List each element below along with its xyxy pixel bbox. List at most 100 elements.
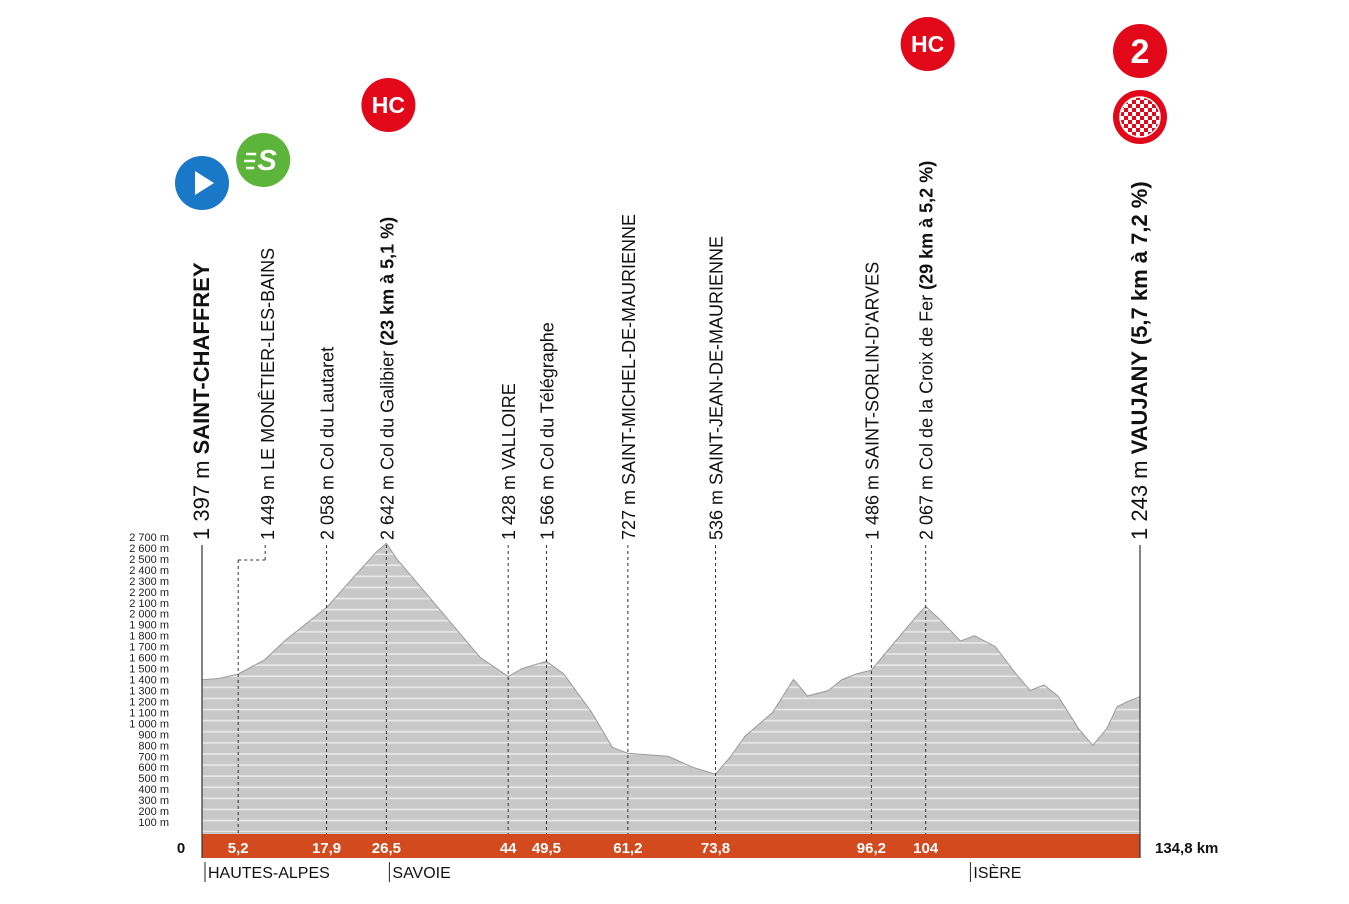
waypoint-altitude: 2 058 m <box>318 470 338 540</box>
region-label: HAUTES-ALPES <box>208 865 330 882</box>
waypoint-label: 1 486 m SAINT-SORLIN-D'ARVES <box>862 262 882 540</box>
y-tick-label: 100 m <box>138 817 169 829</box>
sprint-icon <box>236 133 291 187</box>
waypoint-altitude: 2 642 m <box>377 470 397 540</box>
y-tick-label: 300 m <box>138 795 169 807</box>
waypoint-name: SAINT-JEAN-DE-MAURIENNE <box>707 236 727 485</box>
waypoint-altitude: 1 486 m <box>862 470 882 540</box>
km-label: 96,2 <box>857 840 886 857</box>
waypoint-name: SAINT-MICHEL-DE-MAURIENNE <box>619 214 639 485</box>
waypoint-label: 2 058 m Col du Lautaret <box>318 347 338 540</box>
waypoint-text: 1 566 m Col du Télégraphe <box>537 322 557 540</box>
hc-category-icon <box>900 17 955 71</box>
waypoint-name: SAINT-CHAFFREY <box>189 262 214 454</box>
category-2-icon <box>1113 24 1167 78</box>
y-tick-label: 1 800 m <box>129 631 169 643</box>
waypoint-altitude: 1 566 m <box>537 470 557 540</box>
waypoint-text: 1 486 m SAINT-SORLIN-D'ARVES <box>862 262 882 540</box>
waypoint-altitude: 1 397 m <box>189 454 214 540</box>
badges: S HC HC 2 <box>175 17 1167 210</box>
elevation-profile <box>201 542 1141 834</box>
x-end-label: 134,8 km <box>1155 840 1218 857</box>
waypoint-name: VAUJANY <box>1127 351 1152 455</box>
km-label: 5,2 <box>228 840 249 857</box>
waypoint-altitude: 536 m <box>707 485 727 540</box>
checkered-flag-icon <box>1119 96 1161 138</box>
play-icon <box>195 171 214 195</box>
y-tick-label: 1 400 m <box>129 675 169 687</box>
y-tick-label: 400 m <box>138 784 169 796</box>
km-label: 73,8 <box>701 840 730 857</box>
waypoint-label: 1 397 m SAINT-CHAFFREY <box>189 262 214 540</box>
km-label: 61,2 <box>613 840 642 857</box>
km-label: 26,5 <box>372 840 401 857</box>
waypoint-label: 1 428 m VALLOIRE <box>499 383 519 540</box>
waypoint-text: 1 243 m VAUJANY (5,7 km à 7,2 %) <box>1127 181 1152 540</box>
waypoint-label: 2 067 m Col de la Croix de Fer (29 km à … <box>917 161 937 540</box>
waypoint-text: 727 m SAINT-MICHEL-DE-MAURIENNE <box>619 214 639 540</box>
y-tick-label: 2 000 m <box>129 609 169 621</box>
waypoint-label: 1 449 m LE MONÊTIER-LES-BAINS <box>258 248 278 540</box>
y-tick-label: 2 100 m <box>129 598 169 610</box>
y-tick-label: 1 700 m <box>129 642 169 654</box>
y-tick-label: 900 m <box>138 729 169 741</box>
waypoint-name: Col de la Croix de Fer <box>917 295 937 470</box>
y-tick-label: 200 m <box>138 806 169 818</box>
waypoint-name: LE MONÊTIER-LES-BAINS <box>258 248 278 470</box>
waypoint-name: VALLOIRE <box>499 383 519 470</box>
y-tick-label: 2 200 m <box>129 587 169 599</box>
waypoint-altitude: 1 449 m <box>258 470 278 540</box>
waypoint-label: 2 642 m Col du Galibier (23 km à 5,1 %) <box>377 217 397 540</box>
waypoint-label: 727 m SAINT-MICHEL-DE-MAURIENNE <box>619 214 639 540</box>
y-tick-label: 2 400 m <box>129 565 169 577</box>
y-tick-label: 700 m <box>138 751 169 763</box>
waypoint-name: Col du Galibier <box>377 351 397 470</box>
y-tick-label: 500 m <box>138 773 169 785</box>
y-tick-label: 2 300 m <box>129 576 169 588</box>
y-tick-label: 2 500 m <box>129 554 169 566</box>
regions: HAUTES-ALPES SAVOIE ISÈRE <box>204 862 1021 882</box>
hc-category-text: HC <box>911 31 944 57</box>
waypoint-text: 536 m SAINT-JEAN-DE-MAURIENNE <box>707 236 727 540</box>
region-label: ISÈRE <box>973 863 1021 882</box>
waypoints: 1 397 m SAINT-CHAFFREY 5,2 1 449 m LE MONÊ… <box>189 161 1152 858</box>
km-label: 44 <box>500 840 517 857</box>
waypoint-label: 536 m SAINT-JEAN-DE-MAURIENNE <box>707 236 727 540</box>
km-label: 104 <box>913 840 939 857</box>
y-tick-label: 1 000 m <box>129 718 169 730</box>
waypoint-text: 1 397 m SAINT-CHAFFREY <box>189 262 214 540</box>
waypoint-detail: (5,7 km à 7,2 %) <box>1127 181 1152 351</box>
waypoint-altitude: 727 m <box>619 485 639 540</box>
waypoint-text: 2 058 m Col du Lautaret <box>318 347 338 540</box>
waypoint-text: 1 449 m LE MONÊTIER-LES-BAINS <box>258 248 278 540</box>
y-tick-label: 800 m <box>138 740 169 752</box>
region-label: SAVOIE <box>392 865 450 882</box>
waypoint-altitude: 2 067 m <box>917 470 937 540</box>
sprint-letter: S <box>258 145 278 177</box>
y-tick-label: 1 100 m <box>129 707 169 719</box>
waypoint-name: Col du Lautaret <box>318 347 338 470</box>
profile-area <box>201 542 1141 834</box>
waypoint-name: Col du Télégraphe <box>537 322 557 470</box>
waypoint-altitude: 1 428 m <box>499 470 519 540</box>
y-tick-label: 1 900 m <box>129 620 169 632</box>
category-2-text: 2 <box>1131 33 1150 71</box>
hc-category-icon <box>361 78 416 132</box>
waypoint-detail: (29 km à 5,2 %) <box>917 161 937 295</box>
y-tick-label: 600 m <box>138 762 169 774</box>
waypoint-detail: (23 km à 5,1 %) <box>377 217 397 351</box>
y-tick-label: 1 200 m <box>129 696 169 708</box>
waypoint-text: 2 067 m Col de la Croix de Fer (29 km à … <box>917 161 937 540</box>
waypoint-label: 1 566 m Col du Télégraphe <box>537 322 557 540</box>
waypoint-text: 1 428 m VALLOIRE <box>499 383 519 540</box>
y-tick-label: 2 600 m <box>129 543 169 555</box>
waypoint-text: 2 642 m Col du Galibier (23 km à 5,1 %) <box>377 217 397 540</box>
waypoint-label: 1 243 m VAUJANY (5,7 km à 7,2 %) <box>1127 181 1152 540</box>
km-bar-fill <box>202 834 1140 858</box>
km-label: 17,9 <box>312 840 341 857</box>
y-tick-label: 1 300 m <box>129 685 169 697</box>
y-tick-label: 1 600 m <box>129 653 169 665</box>
hc-category-text: HC <box>372 92 405 118</box>
